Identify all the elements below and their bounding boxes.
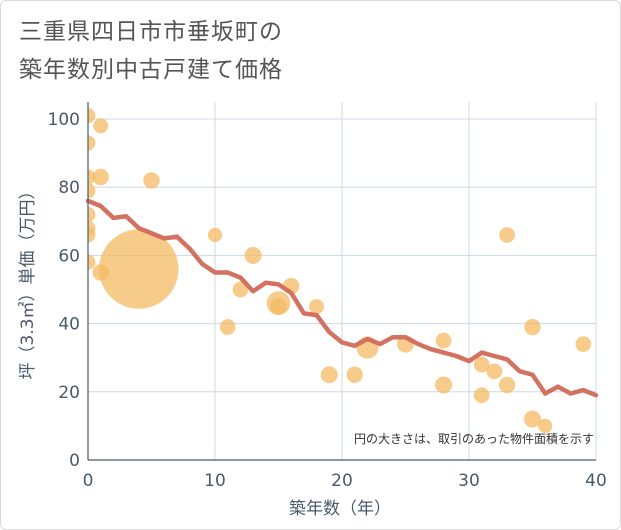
y-tick-label: 60 (58, 246, 80, 266)
scatter-bubble (309, 299, 325, 315)
scatter-bubble (523, 410, 542, 428)
scatter-bubble (93, 118, 109, 134)
chart-title-line-2: 築年数別中古戸建て価格 (19, 57, 283, 83)
x-axis-label: 築年数（年） (289, 499, 391, 519)
y-tick-label: 0 (69, 451, 80, 471)
x-tick-label: 0 (83, 471, 94, 491)
scatter-bubble (473, 356, 490, 373)
scatter-bubble (346, 366, 363, 383)
scatter-bubble (88, 183, 96, 199)
scatter-bubble (575, 336, 592, 352)
size-note: 円の大きさは、取引のあった物件面積を示す (354, 431, 594, 446)
scatter-bubble (88, 135, 96, 151)
scatter-bubble (486, 363, 503, 380)
scatter-bubble (99, 229, 179, 309)
scatter-bubble (207, 227, 223, 243)
y-tick-label: 20 (58, 383, 80, 403)
scatter-bubble (498, 376, 516, 394)
trend-line (85, 198, 599, 398)
y-tick-label: 80 (58, 178, 80, 198)
x-tick-label: 30 (458, 471, 480, 491)
scatter-bubble (244, 246, 262, 264)
x-tick-label: 40 (585, 471, 607, 491)
chart-title-line-1: 三重県四日市市垂坂町の (19, 19, 283, 45)
scatter-bubble (88, 254, 96, 270)
scatter-bubble (499, 227, 515, 243)
scatter-bubble (538, 418, 553, 434)
scatter-bubble (92, 168, 109, 186)
x-tick-label: 10 (204, 471, 226, 491)
bubble-group (88, 108, 592, 434)
x-tick-label: 20 (331, 471, 353, 491)
scatter-bubble (143, 172, 160, 189)
scatter-bubble (435, 332, 452, 349)
scatter-bubble (320, 366, 338, 384)
scatter-bubble (219, 319, 236, 335)
y-tick-label: 40 (58, 315, 80, 335)
scatter-bubble (270, 298, 287, 315)
scatter-bubble (88, 227, 96, 243)
y-axis-label: 坪（3.3㎡）単価（万円） (18, 182, 38, 379)
scatter-bubble (524, 318, 541, 336)
scatter-bubble (232, 281, 249, 298)
scatter-bubble (88, 108, 96, 124)
scatter-bubble (435, 376, 453, 394)
scatter-bubble (473, 387, 490, 404)
chart-title: 三重県四日市市垂坂町の 築年数別中古戸建て価格 (19, 13, 609, 89)
y-tick-label: 100 (48, 110, 80, 130)
scatter-bubble (88, 207, 96, 223)
